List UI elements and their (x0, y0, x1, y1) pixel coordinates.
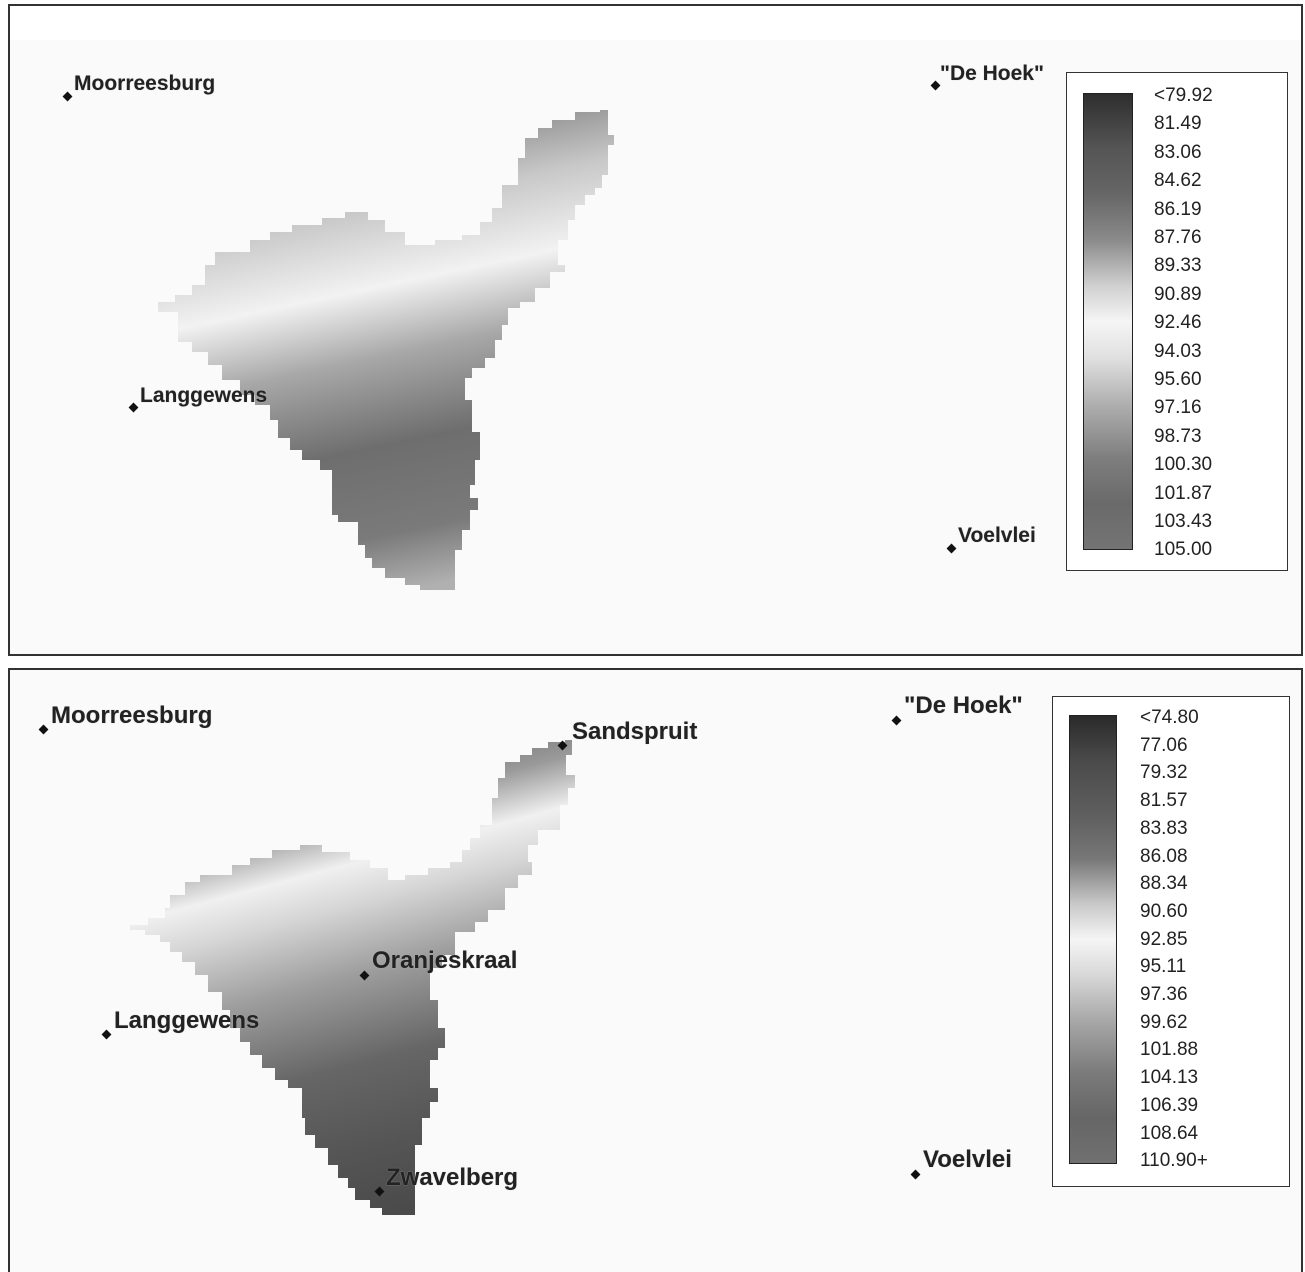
legend-value: 86.19 (1154, 198, 1202, 220)
legend-value: 101.87 (1154, 482, 1213, 504)
catchment-map-top (158, 110, 614, 590)
legend-value: 77.06 (1140, 734, 1188, 756)
town-label-voelvlei: Voelvlei (923, 1146, 1012, 1173)
legend-value: 86.08 (1140, 845, 1188, 867)
town-label-zwavelberg: Zwavelberg (386, 1164, 519, 1191)
catchment-map-bottom (130, 740, 575, 1215)
legend-value: 90.60 (1140, 900, 1188, 922)
legend-color-ramp-top (1083, 93, 1133, 550)
legend-value: 92.85 (1140, 928, 1188, 950)
legend-value: 84.62 (1154, 170, 1202, 192)
catchment-area-bottom (130, 740, 575, 1215)
legend-value: 81.57 (1140, 790, 1188, 812)
map-frame-top-edge (8, 4, 1303, 42)
legend-value: 108.64 (1140, 1122, 1199, 1144)
legend-value: 87.76 (1154, 227, 1202, 248)
legend-value: 88.34 (1140, 873, 1188, 895)
legend-value: 105.00 (1154, 539, 1213, 561)
legend-top: <79.92 81.49 83.06 84.62 86.19 87.76 89.33 90.8… (1066, 72, 1288, 571)
legend-value: 81.49 (1154, 113, 1202, 135)
map-panel-top: Moorreesburg Langgewens "De Hoek" Voelvl… (8, 40, 1303, 656)
legend-value: 92.46 (1154, 312, 1202, 334)
legend-value: 79.32 (1140, 762, 1188, 784)
town-label-oranjeskraal: Oranjeskraal (372, 947, 518, 974)
legend-value: 98.73 (1154, 425, 1202, 447)
legend-value: 83.06 (1154, 141, 1202, 163)
legend-value: 103.43 (1154, 511, 1213, 532)
legend-value: <79.92 (1154, 85, 1213, 106)
town-label-moorreesburg: Moorreesburg (51, 702, 213, 729)
legend-value: 99.62 (1140, 1011, 1188, 1033)
map-panel-bottom: Moorreesburg Sandspruit Oranjeskraal Lan… (8, 668, 1303, 1272)
legend-value: 97.16 (1154, 397, 1202, 419)
legend-value: 94.03 (1154, 340, 1202, 362)
legend-value: 110.90+ (1140, 1150, 1208, 1172)
legend-value: 95.60 (1154, 369, 1202, 390)
town-label-langgewens: Langgewens (114, 1007, 260, 1034)
town-label-voelvlei: Voelvlei (958, 524, 1036, 547)
legend-value: 90.89 (1154, 283, 1202, 305)
legend-value: 106.39 (1140, 1094, 1199, 1116)
legend-value: 101.88 (1140, 1039, 1199, 1061)
legend-bottom: <74.80 77.06 79.32 81.57 83.83 86.08 88.34 90.6… (1052, 696, 1290, 1187)
town-label-sandspruit: Sandspruit (572, 718, 698, 745)
town-label-langgewens: Langgewens (140, 384, 268, 407)
legend-value: 100.30 (1154, 454, 1213, 476)
town-label-de-hoek: "De Hoek" (904, 692, 1023, 719)
legend-value: 83.83 (1140, 817, 1188, 839)
legend-value: 97.36 (1140, 984, 1188, 1005)
town-label-moorreesburg: Moorreesburg (74, 72, 216, 95)
legend-color-ramp-bottom (1069, 715, 1117, 1164)
legend-value: 95.11 (1140, 956, 1187, 978)
catchment-area-top (158, 110, 614, 590)
town-label-de-hoek: "De Hoek" (940, 62, 1044, 85)
legend-value: <74.80 (1140, 707, 1199, 728)
legend-value: 104.13 (1140, 1067, 1199, 1089)
legend-value: 89.33 (1154, 255, 1202, 277)
